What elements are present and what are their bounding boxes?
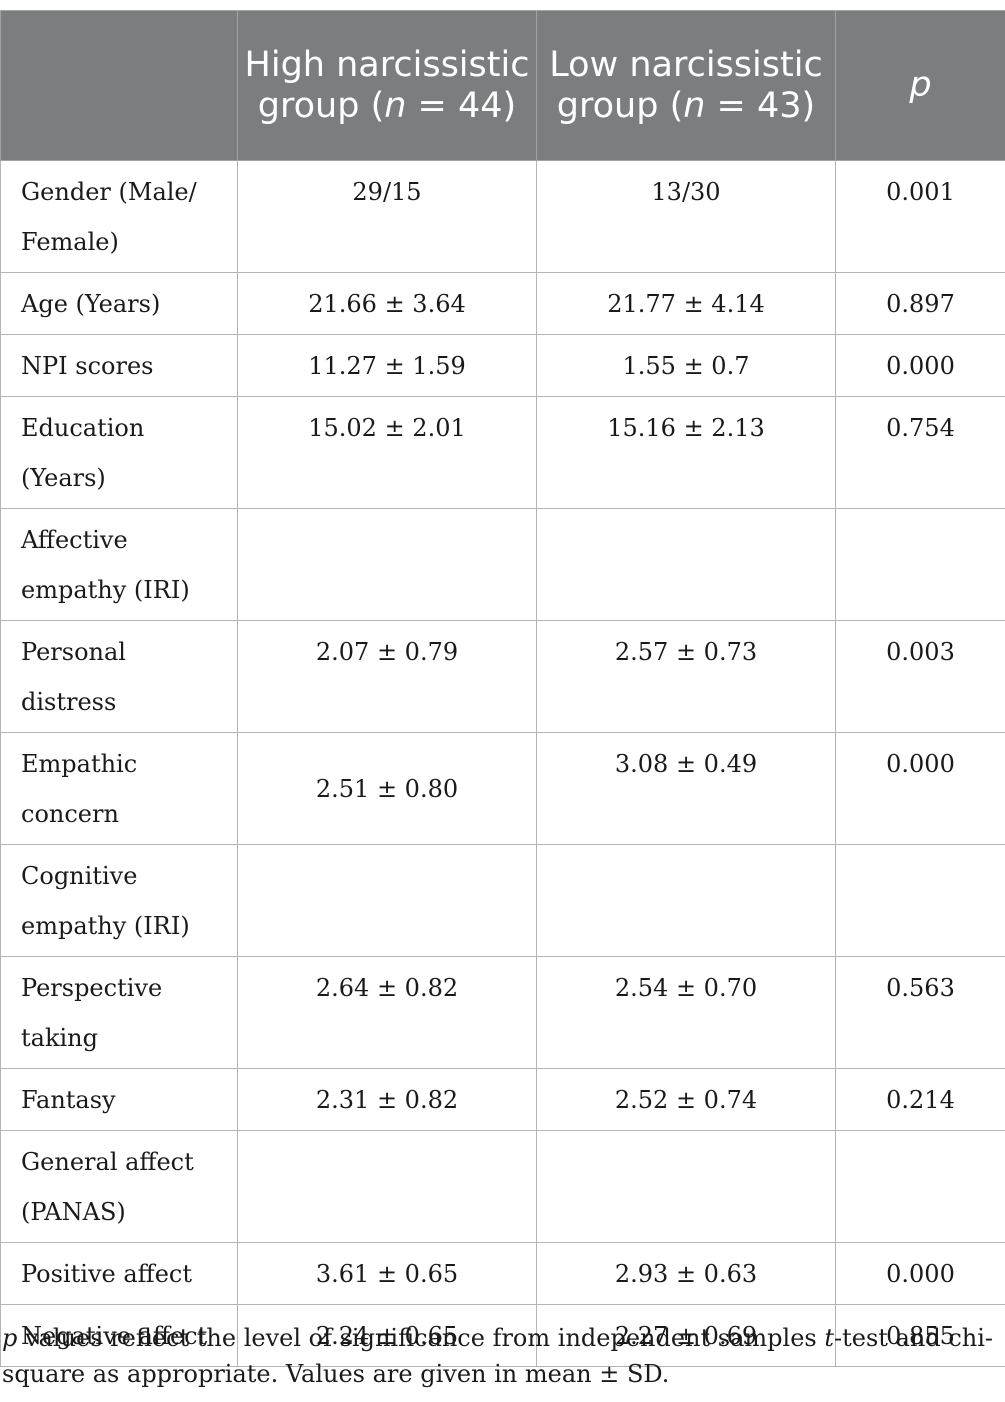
cell-high: 2.31 ± 0.82 — [237, 1068, 537, 1131]
row-label: General affect (PANAS) — [0, 1130, 238, 1243]
row-label: Fantasy — [0, 1068, 238, 1131]
cell-high: 2.64 ± 0.82 — [237, 956, 537, 1069]
cell-low: 15.16 ± 2.13 — [536, 396, 836, 509]
table-row: Empathic concern 2.51 ± 0.80 3.08 ± 0.49… — [0, 732, 1005, 845]
cell-high: 2.24 ± 0.65 — [237, 1304, 537, 1367]
cell-high — [237, 508, 537, 621]
table-row: Negative affect 2.24 ± 0.65 2.27 ± 0.69 … — [0, 1304, 1005, 1367]
row-label: Affective empathy (IRI) — [0, 508, 238, 621]
row-label: Age (Years) — [0, 272, 238, 335]
cell-p: 0.563 — [835, 956, 1005, 1069]
cell-p: 0.000 — [835, 334, 1005, 397]
cell-p: 0.897 — [835, 272, 1005, 335]
table-row-section: Affective empathy (IRI) — [0, 508, 1005, 621]
cell-high — [237, 1130, 537, 1243]
row-label: Empathic concern — [0, 732, 238, 845]
cell-p: 0.855 — [835, 1304, 1005, 1367]
table-row: Positive affect 3.61 ± 0.65 2.93 ± 0.63 … — [0, 1242, 1005, 1305]
cell-low — [536, 1130, 836, 1243]
row-label: Education (Years) — [0, 396, 238, 509]
cell-low: 2.52 ± 0.74 — [536, 1068, 836, 1131]
table-row: Personal distress 2.07 ± 0.79 2.57 ± 0.7… — [0, 620, 1005, 733]
table-footnote: p values reflect the level of significan… — [2, 1324, 994, 1388]
table-row-section: Cognitive empathy (IRI) — [0, 844, 1005, 957]
header-low-group: Low narcissistic group (n = 43) — [536, 10, 836, 161]
cell-p: 0.214 — [835, 1068, 1005, 1131]
row-label: Perspective taking — [0, 956, 238, 1069]
cell-low: 2.93 ± 0.63 — [536, 1242, 836, 1305]
table-row: Perspective taking 2.64 ± 0.82 2.54 ± 0.… — [0, 956, 1005, 1069]
cell-high: 15.02 ± 2.01 — [237, 396, 537, 509]
header-high-group: High narcissistic group (n = 44) — [237, 10, 537, 161]
table-row: NPI scores 11.27 ± 1.59 1.55 ± 0.7 0.000 — [0, 334, 1005, 397]
cell-p: 0.754 — [835, 396, 1005, 509]
cell-low — [536, 844, 836, 957]
cell-low — [536, 508, 836, 621]
header-empty — [0, 10, 238, 161]
cell-p — [835, 1130, 1005, 1243]
cell-p: 0.000 — [835, 1242, 1005, 1305]
table-row: Education (Years) 15.02 ± 2.01 15.16 ± 2… — [0, 396, 1005, 509]
table-row-section: General affect (PANAS) — [0, 1130, 1005, 1243]
cell-high: 3.61 ± 0.65 — [237, 1242, 537, 1305]
cell-low: 1.55 ± 0.7 — [536, 334, 836, 397]
cell-high: 21.66 ± 3.64 — [237, 272, 537, 335]
row-label: Positive affect — [0, 1242, 238, 1305]
row-label: Negative affect — [0, 1304, 238, 1367]
cell-low: 2.54 ± 0.70 — [536, 956, 836, 1069]
cell-low: 21.77 ± 4.14 — [536, 272, 836, 335]
cell-p: 0.003 — [835, 620, 1005, 733]
table-row: Age (Years) 21.66 ± 3.64 21.77 ± 4.14 0.… — [0, 272, 1005, 335]
cell-high — [237, 844, 537, 957]
cell-high: 2.51 ± 0.80 — [237, 732, 537, 845]
table-row: Gender (Male/ Female) 29/15 13/30 0.001 — [0, 160, 1005, 273]
cell-high: 2.07 ± 0.79 — [237, 620, 537, 733]
cell-high: 29/15 — [237, 160, 537, 273]
table-row: Fantasy 2.31 ± 0.82 2.52 ± 0.74 0.214 — [0, 1068, 1005, 1131]
cell-high: 11.27 ± 1.59 — [237, 334, 537, 397]
cell-p — [835, 844, 1005, 957]
row-label: Personal distress — [0, 620, 238, 733]
cell-low: 13/30 — [536, 160, 836, 273]
row-label: Cognitive empathy (IRI) — [0, 844, 238, 957]
row-label: NPI scores — [0, 334, 238, 397]
header-row: High narcissistic group (n = 44) Low nar… — [0, 10, 1005, 161]
cell-low: 3.08 ± 0.49 — [536, 732, 836, 845]
cell-p — [835, 508, 1005, 621]
header-p: p — [835, 10, 1005, 161]
data-table: High narcissistic group (n = 44) Low nar… — [0, 10, 1005, 1367]
cell-p: 0.001 — [835, 160, 1005, 273]
row-label: Gender (Male/ Female) — [0, 160, 238, 273]
cell-low: 2.57 ± 0.73 — [536, 620, 836, 733]
cell-p: 0.000 — [835, 732, 1005, 845]
cell-low: 2.27 ± 0.69 — [536, 1304, 836, 1367]
